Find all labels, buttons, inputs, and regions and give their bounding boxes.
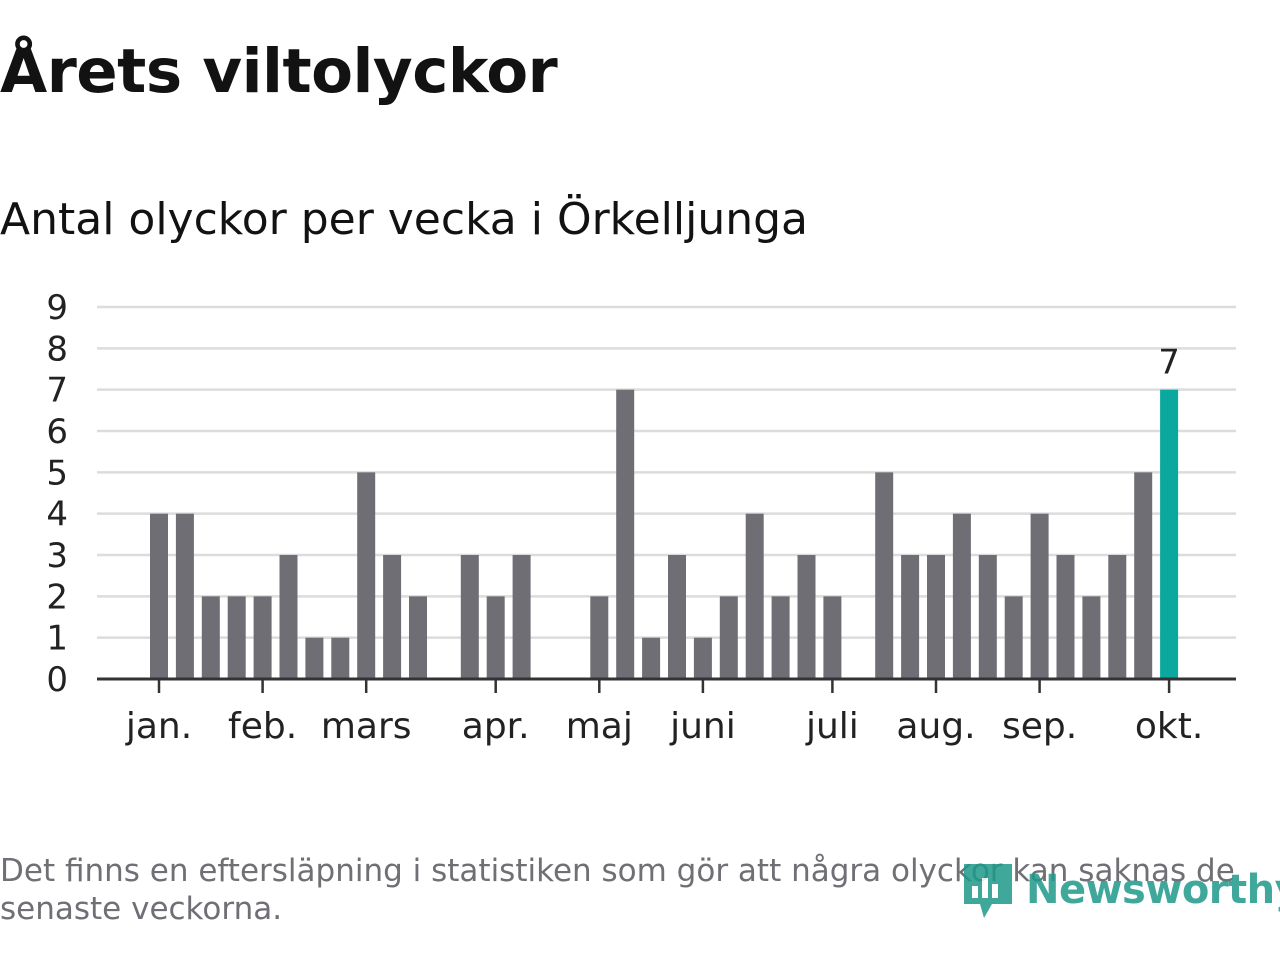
bar <box>823 596 842 679</box>
y-tick-label: 1 <box>46 619 68 659</box>
y-tick-label: 9 <box>46 288 68 328</box>
bar <box>1030 513 1049 679</box>
bar <box>952 513 971 679</box>
x-tick-label: mars <box>321 706 412 747</box>
bar <box>279 555 298 679</box>
bar <box>590 596 609 679</box>
y-tick-label: 3 <box>46 536 68 576</box>
bar <box>745 513 764 679</box>
x-tick-label: aug. <box>896 706 975 747</box>
bar <box>357 472 376 679</box>
bar <box>616 389 635 679</box>
bar <box>409 596 427 679</box>
bar <box>1134 472 1153 679</box>
x-tick-label: juli <box>805 706 859 747</box>
footnote: Det finns en eftersläpning i statistiken… <box>0 853 1235 927</box>
bar <box>927 555 945 679</box>
bar <box>512 555 531 679</box>
data-label-highlight: 7 <box>1158 343 1180 383</box>
bar <box>978 555 997 679</box>
chart-title: Årets viltolyckor <box>0 36 558 107</box>
y-tick-label: 2 <box>46 577 68 617</box>
x-tick-label: sep. <box>1002 706 1077 747</box>
bar <box>875 472 894 679</box>
y-tick-label: 5 <box>46 453 68 493</box>
x-tick-label: juni <box>669 706 736 747</box>
logo-text: Newsworthy <box>1026 867 1280 913</box>
bar <box>253 596 272 679</box>
bar <box>668 555 686 679</box>
bar <box>201 596 220 679</box>
y-tick-label: 8 <box>46 329 68 369</box>
bar <box>331 637 350 679</box>
bar <box>693 637 712 679</box>
x-tick-label: jan. <box>125 706 192 747</box>
newsworthy-logo: Newsworthy <box>962 858 1280 922</box>
y-tick-label: 0 <box>46 660 68 700</box>
x-tick-label: apr. <box>462 706 530 747</box>
y-tick-label: 4 <box>46 495 68 535</box>
y-tick-label: 6 <box>46 412 68 452</box>
x-tick-label: maj <box>566 706 633 747</box>
bar <box>797 555 816 679</box>
bar <box>383 555 402 679</box>
bar <box>227 596 246 679</box>
x-tick-label: feb. <box>228 706 297 747</box>
bar <box>1004 596 1023 679</box>
bar <box>719 596 738 679</box>
bar <box>1056 555 1075 679</box>
bar <box>771 596 790 679</box>
y-tick-label: 7 <box>46 371 68 411</box>
bar <box>642 637 661 679</box>
bar <box>150 513 168 679</box>
bar <box>1108 555 1127 679</box>
bar <box>305 637 324 679</box>
bar <box>1082 596 1101 679</box>
bar <box>486 596 505 679</box>
x-tick-label: okt. <box>1135 706 1203 747</box>
bar <box>175 513 194 679</box>
bar <box>901 555 920 679</box>
chart-subtitle: Antal olyckor per vecka i Örkelljunga <box>0 194 808 245</box>
newsworthy-logo-icon <box>964 864 1012 918</box>
bar <box>460 555 479 679</box>
bar-highlight <box>1160 389 1179 679</box>
